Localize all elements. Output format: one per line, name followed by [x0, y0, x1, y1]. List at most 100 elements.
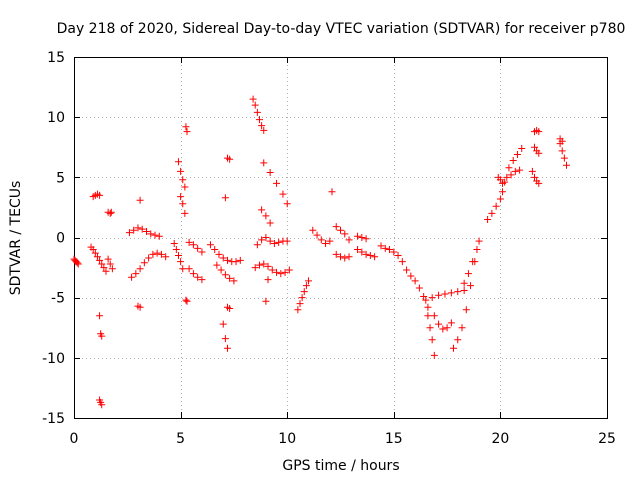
data-point	[179, 265, 187, 273]
data-point	[454, 288, 462, 296]
data-point	[484, 215, 492, 223]
data-point	[358, 248, 366, 256]
data-point	[236, 256, 244, 264]
data-point	[390, 248, 398, 256]
y-tick-label: -10	[42, 351, 65, 367]
data-point	[198, 248, 206, 256]
data-point	[424, 303, 432, 311]
data-points	[70, 95, 570, 409]
data-point	[138, 225, 146, 233]
data-point	[362, 250, 370, 258]
data-point	[264, 276, 272, 284]
data-point	[172, 246, 180, 254]
data-point	[283, 237, 291, 245]
x-tick-label: 0	[70, 431, 79, 447]
data-point	[458, 324, 466, 332]
data-point	[181, 209, 189, 217]
data-point	[194, 244, 202, 252]
data-point	[354, 246, 362, 254]
data-point	[253, 108, 261, 116]
data-point	[258, 206, 266, 214]
data-point	[354, 232, 362, 240]
data-point	[219, 254, 227, 262]
data-point	[264, 262, 272, 270]
data-point	[496, 176, 504, 184]
data-point	[136, 196, 144, 204]
data-point	[422, 296, 430, 304]
data-point	[447, 289, 455, 297]
data-point	[182, 296, 190, 304]
data-point	[128, 273, 136, 281]
data-point	[428, 294, 436, 302]
data-point	[511, 167, 519, 175]
data-point	[221, 335, 229, 343]
data-point	[177, 167, 185, 175]
data-point	[213, 261, 221, 269]
data-point	[147, 230, 155, 238]
data-point	[232, 258, 240, 266]
data-point	[394, 252, 402, 260]
data-point	[305, 277, 313, 285]
data-point	[219, 320, 227, 328]
data-point	[177, 193, 185, 201]
data-point	[528, 167, 536, 175]
data-point	[562, 161, 570, 169]
data-point	[251, 264, 259, 272]
data-point	[230, 277, 238, 285]
data-point	[300, 288, 308, 296]
data-point	[142, 227, 150, 235]
data-point	[341, 230, 349, 238]
data-point	[102, 267, 110, 275]
data-point	[277, 270, 285, 278]
data-point	[467, 282, 475, 290]
data-point	[496, 195, 504, 203]
y-tick-label: 10	[47, 110, 65, 126]
y-tick-label: -15	[42, 411, 65, 427]
y-axis-label: SDTVAR / TECUs	[8, 181, 24, 296]
data-point	[136, 303, 144, 311]
data-point	[428, 336, 436, 344]
data-point	[332, 250, 340, 258]
x-tick-label: 25	[598, 431, 616, 447]
data-point	[377, 242, 385, 250]
data-point	[198, 276, 206, 284]
data-point	[226, 274, 234, 282]
data-point	[260, 126, 268, 134]
data-point	[266, 169, 274, 177]
data-point	[415, 284, 423, 292]
data-point	[447, 319, 455, 327]
data-point	[98, 260, 106, 268]
data-point	[134, 224, 142, 232]
data-point	[328, 188, 336, 196]
data-point	[558, 147, 566, 155]
data-point	[460, 279, 468, 287]
data-point	[326, 237, 334, 245]
data-point	[358, 234, 366, 241]
data-point	[149, 250, 157, 258]
data-point	[499, 188, 507, 196]
y-tick-label: 5	[56, 170, 65, 186]
x-tick-label: 10	[278, 431, 296, 447]
data-point	[313, 231, 321, 239]
data-point	[153, 249, 161, 257]
data-point	[262, 212, 270, 220]
data-point	[516, 166, 524, 174]
data-point	[279, 190, 287, 198]
data-point	[322, 240, 330, 248]
data-point	[439, 325, 447, 333]
data-point	[443, 324, 451, 332]
data-point	[475, 237, 483, 245]
data-point	[460, 286, 468, 294]
data-point	[260, 260, 268, 268]
data-point	[249, 95, 257, 103]
data-point	[253, 241, 261, 249]
data-point	[125, 229, 133, 237]
data-point	[183, 128, 191, 136]
data-point	[255, 261, 263, 269]
data-point	[183, 297, 191, 305]
data-point	[255, 116, 263, 124]
data-point	[560, 154, 568, 162]
data-point	[273, 268, 281, 276]
data-point	[145, 254, 153, 262]
data-point	[281, 268, 289, 276]
